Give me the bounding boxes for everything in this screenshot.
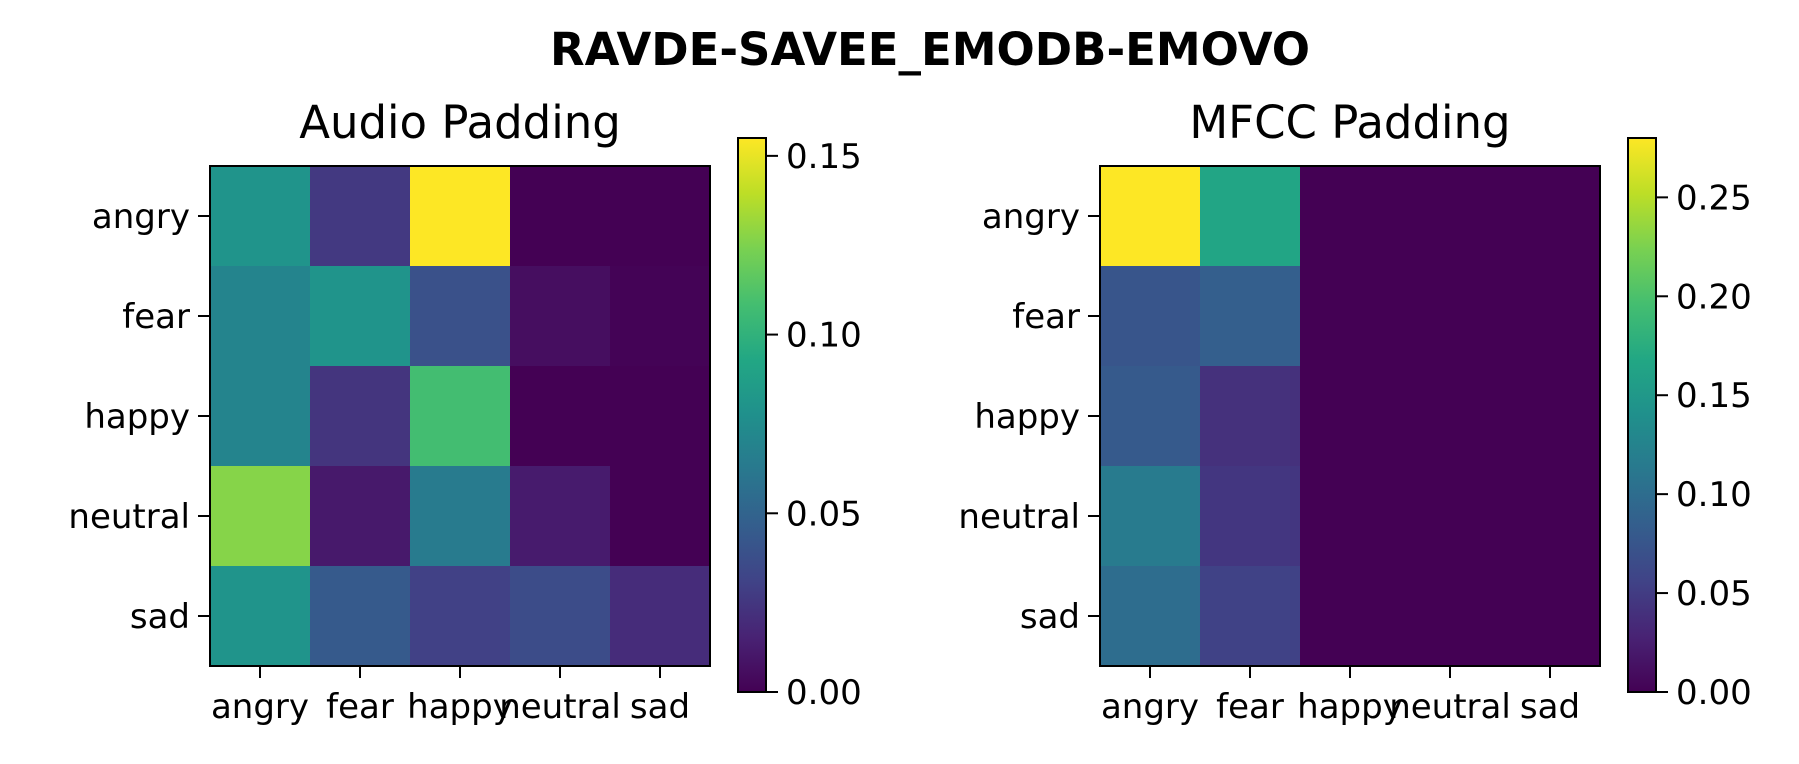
x-tick-label: fear — [326, 687, 394, 727]
heatmap-cell-sad-angry — [210, 566, 311, 667]
colorbar-tick-label: 0.05 — [1676, 574, 1752, 614]
colorbar — [1628, 138, 1656, 692]
figure-title: RAVDE-SAVEE_EMODB-EMOVO — [550, 23, 1310, 76]
colorbar-tick-label: 0.10 — [786, 316, 862, 356]
heatmap-cell-fear-happy — [410, 266, 511, 367]
y-tick-label: sad — [1020, 597, 1080, 637]
x-tick-label: sad — [1520, 687, 1580, 727]
heatmap-cell-sad-sad — [610, 566, 711, 667]
panel-audio-padding: Audio Paddingangryfearhappyneutralsadang… — [68, 96, 861, 727]
heatmap-cell-angry-happy — [410, 166, 511, 267]
x-tick-label: fear — [1216, 687, 1284, 727]
heatmap-cell-sad-neutral — [1400, 566, 1501, 667]
colorbar-frame — [737, 137, 767, 693]
colorbar-tick-label: 0.20 — [1676, 277, 1752, 317]
heatmap-cell-happy-sad — [1500, 366, 1601, 467]
heatmap-cell-neutral-happy — [410, 466, 511, 567]
panel-title: MFCC Padding — [1189, 96, 1510, 149]
x-tick-label: neutral — [499, 687, 621, 727]
y-tick-label: angry — [982, 197, 1080, 237]
heatmap-cell-fear-angry — [1100, 266, 1201, 367]
heatmap-cell-neutral-fear — [1200, 466, 1301, 567]
heatmap-cell-neutral-angry — [1100, 466, 1201, 567]
heatmap-cell-neutral-neutral — [1400, 466, 1501, 567]
heatmap-cell-angry-neutral — [1400, 166, 1501, 267]
heatmap-cell-sad-fear — [310, 566, 411, 667]
heatmap-cell-happy-fear — [1200, 366, 1301, 467]
x-tick-label: angry — [1101, 687, 1199, 727]
y-tick-label: neutral — [68, 497, 190, 537]
heatmap-cell-sad-sad — [1500, 566, 1601, 667]
heatmap-cell-happy-angry — [1100, 366, 1201, 467]
heatmap-cell-happy-happy — [1300, 366, 1401, 467]
heatmap-cell-angry-sad — [1500, 166, 1601, 267]
heatmap-cell-neutral-fear — [310, 466, 411, 567]
heatmap-cell-angry-fear — [310, 166, 411, 267]
x-tick-label: neutral — [1389, 687, 1511, 727]
y-tick-label: happy — [974, 397, 1080, 437]
x-tick-label: sad — [630, 687, 690, 727]
colorbar — [738, 138, 766, 692]
heatmap-cell-neutral-sad — [1500, 466, 1601, 567]
y-tick-label: angry — [92, 197, 190, 237]
heatmap-cell-angry-happy — [1300, 166, 1401, 267]
heatmap-cell-fear-neutral — [510, 266, 611, 367]
y-tick-label: sad — [130, 597, 190, 637]
y-tick-label: happy — [84, 397, 190, 437]
colorbar-frame — [1627, 137, 1657, 693]
heatmap-cell-neutral-neutral — [510, 466, 611, 567]
heatmap-cell-angry-angry — [1100, 166, 1201, 267]
heatmap-cell-fear-fear — [1200, 266, 1301, 367]
colorbar-tick-label: 0.15 — [1676, 376, 1752, 416]
colorbar-tick-label: 0.15 — [786, 137, 862, 177]
heatmap-cell-angry-sad — [610, 166, 711, 267]
heatmap-cell-sad-happy — [1300, 566, 1401, 667]
heatmap-cell-angry-neutral — [510, 166, 611, 267]
x-tick-label: happy — [407, 687, 513, 727]
heatmap-cell-fear-happy — [1300, 266, 1401, 367]
heatmap-cell-neutral-happy — [1300, 466, 1401, 567]
panel-mfcc-padding: MFCC Paddingangryfearhappyneutralsadangr… — [958, 96, 1751, 727]
heatmap-cell-angry-angry — [210, 166, 311, 267]
heatmap-cell-sad-fear — [1200, 566, 1301, 667]
colorbar-tick-label: 0.00 — [786, 673, 862, 713]
panel-title: Audio Padding — [299, 96, 621, 149]
x-tick-label: angry — [211, 687, 309, 727]
y-tick-label: neutral — [958, 497, 1080, 537]
heatmap-cell-fear-sad — [1500, 266, 1601, 367]
heatmap-cell-happy-sad — [610, 366, 711, 467]
y-tick-label: fear — [1012, 297, 1080, 337]
heatmap-cell-fear-sad — [610, 266, 711, 367]
heatmap-cell-happy-happy — [410, 366, 511, 467]
colorbar-tick-label: 0.25 — [1676, 178, 1752, 218]
heatmap-cell-fear-neutral — [1400, 266, 1501, 367]
x-tick-label: happy — [1297, 687, 1403, 727]
heatmap-cell-happy-neutral — [1400, 366, 1501, 467]
heatmap-cell-happy-angry — [210, 366, 311, 467]
colorbar-tick-label: 0.00 — [1676, 673, 1752, 713]
heatmap-cell-neutral-sad — [610, 466, 711, 567]
heatmap-cell-sad-happy — [410, 566, 511, 667]
heatmap-cell-happy-neutral — [510, 366, 611, 467]
heatmap-cell-angry-fear — [1200, 166, 1301, 267]
colorbar-tick-label: 0.05 — [786, 494, 862, 534]
heatmap-cell-fear-angry — [210, 266, 311, 367]
heatmap-cell-sad-angry — [1100, 566, 1201, 667]
heatmap-cell-fear-fear — [310, 266, 411, 367]
heatmap-cell-sad-neutral — [510, 566, 611, 667]
y-tick-label: fear — [122, 297, 190, 337]
heatmap-cell-happy-fear — [310, 366, 411, 467]
heatmap-cell-neutral-angry — [210, 466, 311, 567]
colorbar-tick-label: 0.10 — [1676, 475, 1752, 515]
